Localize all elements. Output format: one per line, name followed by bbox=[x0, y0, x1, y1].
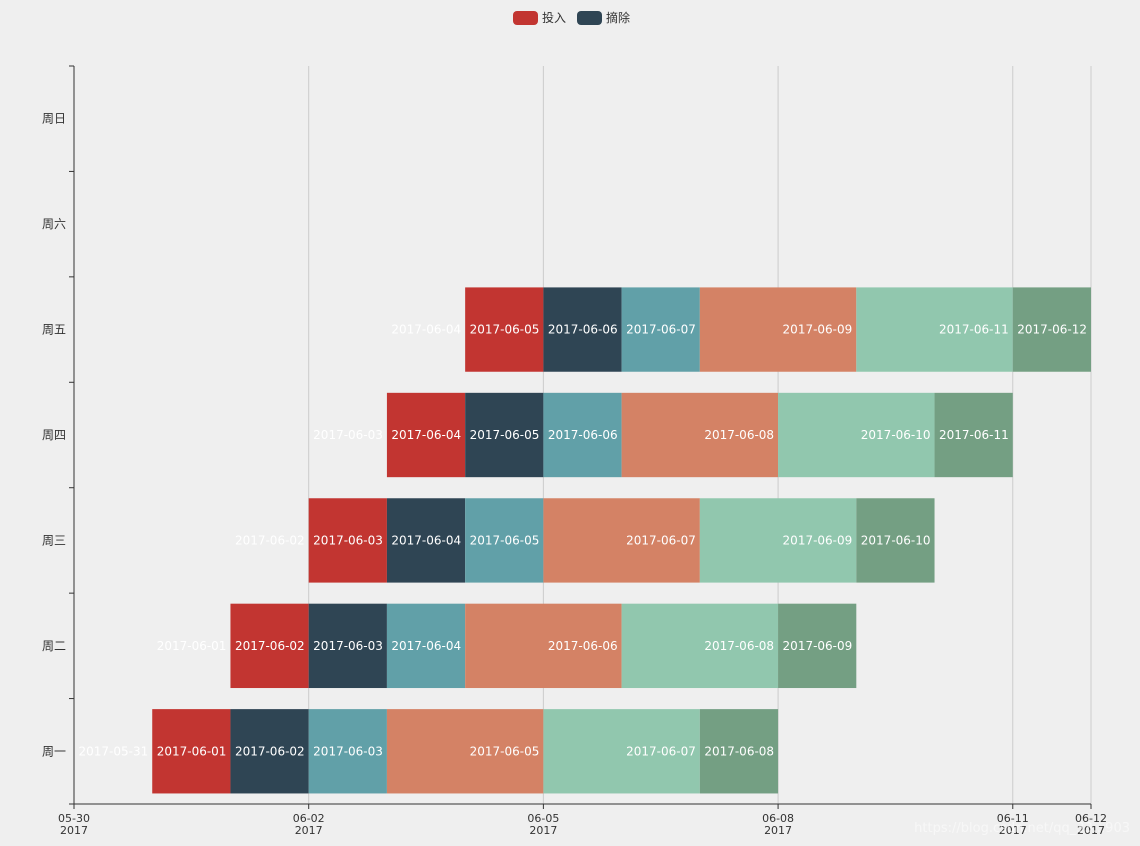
bar-segment[interactable] bbox=[621, 392, 779, 478]
x-tick-label: 06-12 bbox=[1075, 812, 1107, 825]
bar-data-label: 2017-05-31 bbox=[78, 744, 148, 758]
x-tick-year-label: 2017 bbox=[60, 824, 88, 837]
bar-data-label: 2017-06-11 bbox=[939, 323, 1009, 337]
bar-data-label: 2017-06-07 bbox=[626, 533, 696, 547]
y-category-label: 周五 bbox=[42, 323, 66, 337]
bar-segment[interactable] bbox=[543, 709, 700, 794]
bar-segment[interactable] bbox=[386, 709, 544, 794]
bar-data-label: 2017-06-02 bbox=[235, 744, 305, 758]
bar-data-label: 2017-06-09 bbox=[783, 639, 853, 653]
bar-data-label: 2017-06-05 bbox=[470, 428, 540, 442]
bar-data-label: 2017-06-03 bbox=[313, 533, 383, 547]
bar-data-label: 2017-06-10 bbox=[861, 428, 931, 442]
bar-data-label: 2017-06-03 bbox=[313, 744, 383, 758]
x-tick-year-label: 2017 bbox=[529, 824, 557, 837]
bar-segment[interactable] bbox=[308, 709, 387, 794]
bar-data-label: 2017-06-08 bbox=[704, 639, 774, 653]
bar-data-label: 2017-06-10 bbox=[861, 533, 931, 547]
bar-segment[interactable] bbox=[465, 392, 544, 478]
bar-segment[interactable] bbox=[699, 709, 779, 794]
x-tick-label: 06-02 bbox=[293, 812, 325, 825]
y-category-label: 周六 bbox=[42, 217, 66, 231]
bars: 2017-05-31 2017-06-01 2017-06-02 2017-06-03… bbox=[78, 287, 1091, 794]
bar-segment[interactable] bbox=[1012, 287, 1091, 372]
bar-data-label: 2017-06-02 bbox=[235, 639, 305, 653]
y-category-label: 周一 bbox=[42, 744, 66, 758]
bar-data-label: 2017-06-04 bbox=[391, 428, 461, 442]
bar-segment[interactable] bbox=[778, 603, 857, 689]
bar-data-label: 2017-06-08 bbox=[704, 744, 774, 758]
bar-segment[interactable] bbox=[465, 287, 544, 372]
y-category-label: 周日 bbox=[42, 112, 66, 126]
x-tick-year-label: 2017 bbox=[295, 824, 323, 837]
bar-data-label: 2017-06-04 bbox=[391, 323, 461, 337]
bar-data-label: 2017-06-06 bbox=[548, 323, 618, 337]
bar-segment[interactable] bbox=[230, 709, 309, 794]
x-tick-label: 06-11 bbox=[997, 812, 1029, 825]
bar-segment[interactable] bbox=[152, 709, 231, 794]
bar-segment[interactable] bbox=[543, 287, 622, 372]
bar-data-label: 2017-06-04 bbox=[391, 639, 461, 653]
bar-data-label: 2017-06-03 bbox=[313, 428, 383, 442]
legend[interactable]: 投入 摘除 bbox=[513, 10, 630, 25]
bar-segment[interactable] bbox=[308, 603, 387, 689]
bar-segment[interactable] bbox=[230, 603, 309, 689]
bar-segment[interactable] bbox=[386, 603, 466, 689]
bar-segment[interactable] bbox=[386, 498, 466, 583]
bar-segment[interactable] bbox=[934, 392, 1013, 478]
bar-segment[interactable] bbox=[699, 287, 857, 372]
bar-data-label: 2017-06-03 bbox=[313, 639, 383, 653]
bar-segment[interactable] bbox=[699, 498, 857, 583]
bar-data-label: 2017-06-07 bbox=[626, 323, 696, 337]
legend-swatch[interactable] bbox=[513, 11, 538, 25]
bar-data-label: 2017-06-05 bbox=[470, 744, 540, 758]
bar-data-label: 2017-06-06 bbox=[548, 428, 618, 442]
bar-data-label: 2017-06-01 bbox=[157, 639, 227, 653]
bar-data-label: 2017-06-06 bbox=[548, 639, 618, 653]
x-tick-label: 05-30 bbox=[58, 812, 90, 825]
legend-swatch[interactable] bbox=[577, 11, 602, 25]
legend-item[interactable]: 投入 bbox=[513, 10, 566, 25]
bar-segment[interactable] bbox=[778, 392, 935, 478]
x-tick-label: 06-05 bbox=[527, 812, 559, 825]
bar-data-label: 2017-06-12 bbox=[1017, 323, 1087, 337]
x-tick-year-label: 2017 bbox=[764, 824, 792, 837]
axes: 05-30201706-02201706-05201706-08201706-1… bbox=[42, 65, 1107, 837]
watermark-text: https://blog.csdn.net/qq_33...903 bbox=[914, 821, 1130, 836]
bar-data-label: 2017-06-09 bbox=[783, 533, 853, 547]
y-category-label: 周二 bbox=[42, 639, 66, 653]
bar-data-label: 2017-06-08 bbox=[704, 428, 774, 442]
bar-data-label: 2017-06-04 bbox=[391, 533, 461, 547]
bar-data-label: 2017-06-05 bbox=[470, 323, 540, 337]
legend-item[interactable]: 摘除 bbox=[577, 10, 630, 25]
bar-data-label: 2017-06-07 bbox=[626, 744, 696, 758]
bar-segment[interactable] bbox=[856, 498, 935, 583]
bar-data-label: 2017-06-01 bbox=[157, 744, 227, 758]
legend-label[interactable]: 摘除 bbox=[606, 10, 630, 25]
bar-segment[interactable] bbox=[308, 498, 387, 583]
bar-segment[interactable] bbox=[386, 392, 466, 478]
bar-segment[interactable] bbox=[621, 287, 700, 372]
bar-segment[interactable] bbox=[543, 498, 700, 583]
bar-data-label: 2017-06-11 bbox=[939, 428, 1009, 442]
bar-segment[interactable] bbox=[465, 603, 622, 689]
y-category-label: 周三 bbox=[42, 533, 66, 547]
bar-segment[interactable] bbox=[543, 392, 622, 478]
legend-label[interactable]: 投入 bbox=[542, 10, 566, 25]
bar-data-label: 2017-06-05 bbox=[470, 533, 540, 547]
bar-data-label: 2017-06-02 bbox=[235, 533, 305, 547]
x-tick-label: 06-08 bbox=[762, 812, 794, 825]
x-tick-year-label: 2017 bbox=[1077, 824, 1105, 837]
bar-segment[interactable] bbox=[856, 287, 1013, 372]
y-category-label: 周四 bbox=[42, 428, 66, 442]
x-tick-year-label: 2017 bbox=[999, 824, 1027, 837]
bar-segment[interactable] bbox=[465, 498, 544, 583]
bar-data-label: 2017-06-09 bbox=[783, 323, 853, 337]
bar-segment[interactable] bbox=[621, 603, 779, 689]
